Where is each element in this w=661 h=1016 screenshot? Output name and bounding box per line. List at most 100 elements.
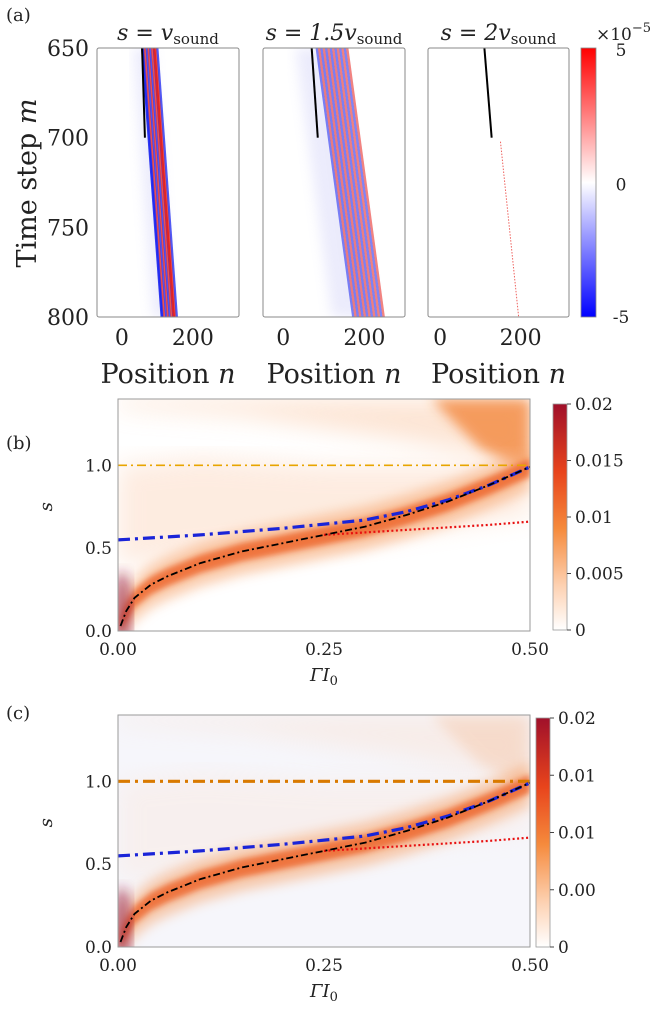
panel-label-c: (c) xyxy=(6,703,30,724)
subplot-frame xyxy=(427,47,570,318)
x-axis-label: ΓI0 xyxy=(309,665,338,689)
plot-frame xyxy=(117,398,531,632)
subplot-1: s = vsound 0 200 Position n xyxy=(96,21,240,390)
wave-stripe xyxy=(334,48,374,317)
colorbar xyxy=(580,47,597,318)
x-axis-label: Position n xyxy=(267,359,402,390)
x-tick-label: 0.50 xyxy=(511,956,549,976)
y-tick-label: 0.5 xyxy=(85,539,112,559)
y-tick-label: 1.0 xyxy=(85,456,112,476)
wave-stripe xyxy=(149,48,171,317)
heat-fan-upper xyxy=(118,715,530,782)
heat-fan-corner xyxy=(431,399,530,474)
panel-label-b: (b) xyxy=(6,433,32,454)
y-tick-label: 700 xyxy=(47,127,89,152)
subplot-frame xyxy=(96,47,240,318)
x-tick-label: 0 xyxy=(433,326,447,351)
wave-stripe xyxy=(143,48,166,317)
plot-area xyxy=(118,399,530,631)
series-line-lower-fit xyxy=(323,520,530,536)
wave-stripe xyxy=(317,48,357,317)
colorbar-tick-label: 0.02 xyxy=(558,709,596,729)
colorbar xyxy=(535,717,551,948)
x-tick-label: 0.00 xyxy=(99,640,137,660)
x-tick-label: 200 xyxy=(500,326,542,351)
x-tick-label: 200 xyxy=(172,326,214,351)
trajectory-line xyxy=(483,48,493,138)
heat-band-inner xyxy=(120,774,530,947)
y-axis-label: s xyxy=(36,502,57,511)
wave-stripe xyxy=(156,48,178,317)
series-line-lower-fit xyxy=(323,836,530,852)
colorbar-tick-label: 0.01 xyxy=(558,766,596,786)
colorbar-tick-label: 0.005 xyxy=(575,565,624,585)
trajectory-line xyxy=(310,48,319,138)
x-tick-label: 200 xyxy=(343,326,385,351)
colorbar-tick-label: 0 xyxy=(575,621,586,641)
wave-stripe xyxy=(324,48,364,317)
x-tick-label: 0.50 xyxy=(511,640,549,660)
series-line-upper-fit xyxy=(118,781,530,858)
y-tick-label: 0.0 xyxy=(85,938,112,958)
wave-center-line xyxy=(153,48,176,317)
series-line-black-fit xyxy=(119,466,530,627)
x-tick-label: 0.00 xyxy=(99,956,137,976)
wave-stripe xyxy=(338,48,378,317)
subplot-3: s = 2vsound 0 200 Position n xyxy=(427,21,570,390)
x-tick-label: 0.25 xyxy=(305,956,343,976)
y-tick-label: 800 xyxy=(47,306,89,331)
subplot-title: s = 1.5vsound xyxy=(266,21,403,48)
panel-b: 0.00 0.25 0.50 0.0 0.5 1.0 ΓI0 s 0.02 0.015 0.01 0.… xyxy=(36,395,624,689)
wave-stripe xyxy=(147,48,170,317)
series-line-upper-fit xyxy=(118,465,530,542)
panel-c: 0.00 0.25 0.50 0.0 0.5 1.0 ΓI0 s 0.02 0.01 0.01 0.0… xyxy=(36,709,596,1005)
x-axis-label: ΓI0 xyxy=(309,981,338,1005)
y-tick-label: 0.0 xyxy=(85,622,112,642)
subplot-plot-area xyxy=(483,48,520,317)
subplot-title: s = 2vsound xyxy=(441,21,557,48)
wave-stripe xyxy=(150,48,173,317)
wave-stripe xyxy=(322,48,362,317)
y-tick-label: 650 xyxy=(47,37,89,62)
wave-stripe xyxy=(154,48,177,317)
colorbar-tick-label: 0.01 xyxy=(575,508,613,528)
subplot-title: s = vsound xyxy=(117,21,219,48)
y-axis-label: s xyxy=(36,818,57,827)
heat-hotspot-left xyxy=(118,571,133,631)
x-axis-label: Position n xyxy=(431,359,566,390)
y-tick-label: 1.0 xyxy=(85,772,112,792)
panel-a: s = vsound 0 200 Position n s = 1.5vsound 0 20… xyxy=(12,21,651,390)
subplot-plot-area xyxy=(133,48,178,317)
colorbar-tick-label: 0.015 xyxy=(575,452,624,472)
colorbar xyxy=(552,403,568,631)
subplot-plot-area xyxy=(295,48,385,317)
heat-band-inner xyxy=(120,458,530,631)
x-axis-label: Position n xyxy=(101,359,236,390)
trajectory-line xyxy=(141,48,146,138)
x-tick-label: 0 xyxy=(276,326,290,351)
wave-stripe xyxy=(341,48,381,317)
colorbar-tick-label: 0.01 xyxy=(558,824,596,844)
colorbar-tick-label: 0 xyxy=(558,938,569,958)
wave-stripe xyxy=(331,48,371,317)
wave-trace xyxy=(499,141,520,317)
wave-stripe xyxy=(327,48,367,317)
wave-stripe xyxy=(329,48,369,317)
series-line-black-fit xyxy=(119,782,530,943)
y-tick-label: 750 xyxy=(47,216,89,241)
wave-stripe xyxy=(345,48,385,317)
subplot-2: s = 1.5vsound 0 200 Position n xyxy=(262,21,406,390)
colorbar-tick-label: -5 xyxy=(613,308,630,328)
heat-fan-upper xyxy=(118,399,530,466)
plot-frame xyxy=(117,714,531,948)
wave-stripe xyxy=(145,48,168,317)
heat-hotspot-left xyxy=(118,887,133,947)
colorbar-exponent: ×10−5 xyxy=(596,21,651,45)
wave-stripe xyxy=(343,48,383,317)
wave-stripe xyxy=(320,48,360,317)
wave-center-line xyxy=(141,48,164,317)
subplot-frame xyxy=(262,47,406,318)
x-tick-label: 0 xyxy=(115,326,129,351)
plot-area xyxy=(118,715,530,947)
